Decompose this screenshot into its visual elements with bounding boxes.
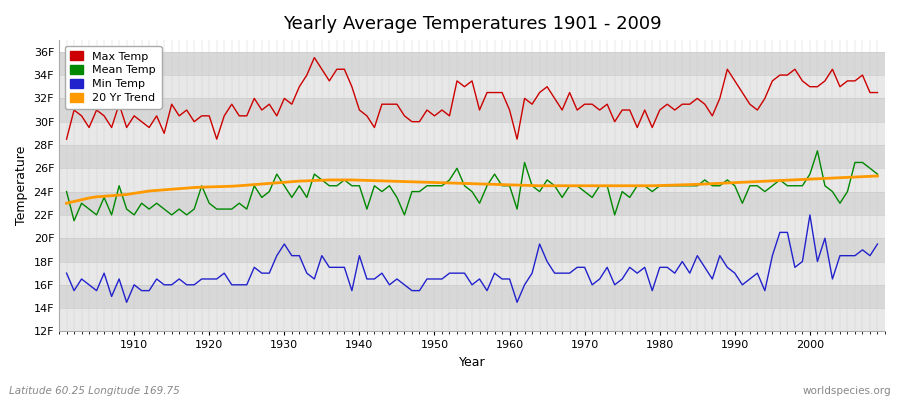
X-axis label: Year: Year	[459, 356, 485, 369]
Y-axis label: Temperature: Temperature	[15, 146, 28, 226]
Bar	[59, 238, 885, 262]
Bar	[59, 192, 885, 215]
Bar	[59, 75, 885, 98]
Bar	[59, 215, 885, 238]
Bar	[59, 262, 885, 285]
Bar	[59, 145, 885, 168]
Text: Latitude 60.25 Longitude 169.75: Latitude 60.25 Longitude 169.75	[9, 386, 180, 396]
Bar	[59, 285, 885, 308]
Bar	[59, 122, 885, 145]
Legend: Max Temp, Mean Temp, Min Temp, 20 Yr Trend: Max Temp, Mean Temp, Min Temp, 20 Yr Tre…	[65, 46, 162, 108]
Title: Yearly Average Temperatures 1901 - 2009: Yearly Average Temperatures 1901 - 2009	[283, 15, 662, 33]
Text: worldspecies.org: worldspecies.org	[803, 386, 891, 396]
Bar	[59, 168, 885, 192]
Bar	[59, 98, 885, 122]
Bar	[59, 52, 885, 75]
Bar	[59, 308, 885, 332]
